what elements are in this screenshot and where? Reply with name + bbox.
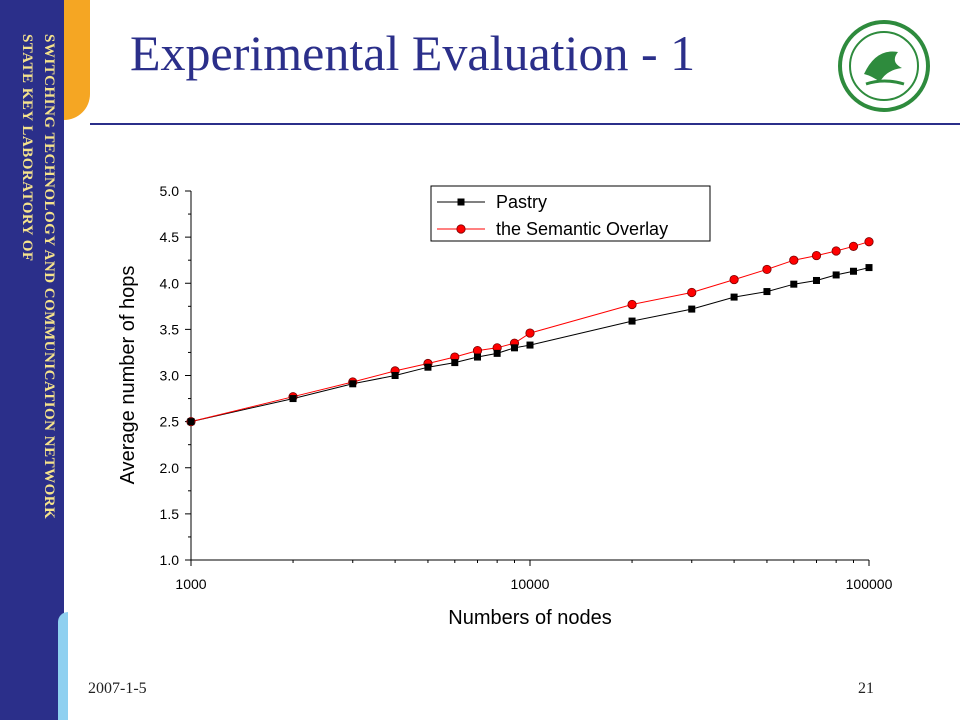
semantic-overlay-point <box>762 264 772 275</box>
pastry-point <box>493 349 501 357</box>
pastry-point <box>812 276 820 284</box>
y-tick-label: 3.5 <box>160 321 180 337</box>
pastry-point <box>790 280 798 288</box>
pastry-point <box>688 305 696 313</box>
semantic-overlay-point <box>864 237 874 247</box>
semantic-overlay-point <box>627 299 637 310</box>
semantic-overlay-point <box>729 274 739 285</box>
lab-name-line2: STATE KEY LABORATORY OF <box>19 34 35 262</box>
pastry-point <box>628 317 636 325</box>
legend: Pastry the Semantic Overlay <box>430 185 711 242</box>
legend-label-2: the Semantic Overlay <box>496 219 668 239</box>
pastry-point <box>451 359 459 367</box>
y-tick-label: 2.0 <box>160 460 180 476</box>
sidebar-band: SWITCHING TECHNOLOGY AND COMMUNICATION N… <box>0 0 64 720</box>
semantic-overlay-point <box>811 250 822 261</box>
sidebar-accent-orange <box>64 0 90 120</box>
y-tick-label: 3.0 <box>160 368 180 384</box>
y-axis-title: Average number of hops <box>117 266 139 485</box>
title-divider <box>90 123 960 125</box>
x-tick-label: 10000 <box>511 576 550 592</box>
lab-name-line1: SWITCHING TECHNOLOGY AND COMMUNICATION N… <box>41 34 57 520</box>
semantic-overlay-point <box>687 287 697 298</box>
semantic-overlay-point <box>848 241 859 251</box>
page-number: 21 <box>858 680 874 697</box>
pastry-point <box>849 267 857 275</box>
pastry-point <box>289 395 297 403</box>
legend-marker-semantic-overlay <box>456 224 466 234</box>
y-tick-label: 1.0 <box>160 552 180 568</box>
y-tick-label: 2.5 <box>160 414 180 430</box>
legend-box <box>430 185 711 242</box>
pastry-point <box>763 288 771 296</box>
x-tick-label: 100000 <box>846 576 893 592</box>
pastry-point <box>832 271 840 279</box>
pastry-point <box>391 372 399 379</box>
pastry-point <box>730 293 738 301</box>
y-tick-label: 4.0 <box>160 275 180 291</box>
pastry-point <box>865 264 873 272</box>
semantic-overlay-point <box>789 255 799 265</box>
x-tick-label: 1000 <box>175 576 206 592</box>
pastry-point <box>473 353 481 361</box>
x-axis-title: Numbers of nodes <box>448 607 611 629</box>
sidebar-accent-blue <box>58 612 68 720</box>
legend-label-1: Pastry <box>496 192 547 212</box>
axes: 1.0 1.5 2.0 2.5 3.0 3.5 4.0 4.5 5.0 1000 10000 1000… <box>160 183 893 592</box>
pastry-point <box>187 418 195 426</box>
pastry-point <box>349 380 357 388</box>
university-seal-icon <box>838 20 930 112</box>
semantic-overlay-point <box>831 246 841 256</box>
semantic-overlay-point <box>525 328 535 338</box>
semantic-overlay-point <box>472 345 483 356</box>
y-tick-label: 1.5 <box>160 506 180 522</box>
hops-line-chart: 1.0 1.5 2.0 2.5 3.0 3.5 4.0 4.5 5.0 1000 10000 1000… <box>117 183 893 629</box>
pastry-point <box>526 341 534 349</box>
series-layer <box>186 237 874 427</box>
legend-marker-pastry <box>457 198 465 206</box>
lab-name-vertical: SWITCHING TECHNOLOGY AND COMMUNICATION N… <box>4 34 60 690</box>
y-tick-label: 4.5 <box>160 229 180 245</box>
footer-date: 2007-1-5 <box>88 680 147 697</box>
slide-title: Experimental Evaluation - 1 <box>130 25 696 81</box>
y-tick-label: 5.0 <box>160 183 180 199</box>
pastry-point <box>424 363 432 371</box>
pastry-point <box>510 344 518 352</box>
